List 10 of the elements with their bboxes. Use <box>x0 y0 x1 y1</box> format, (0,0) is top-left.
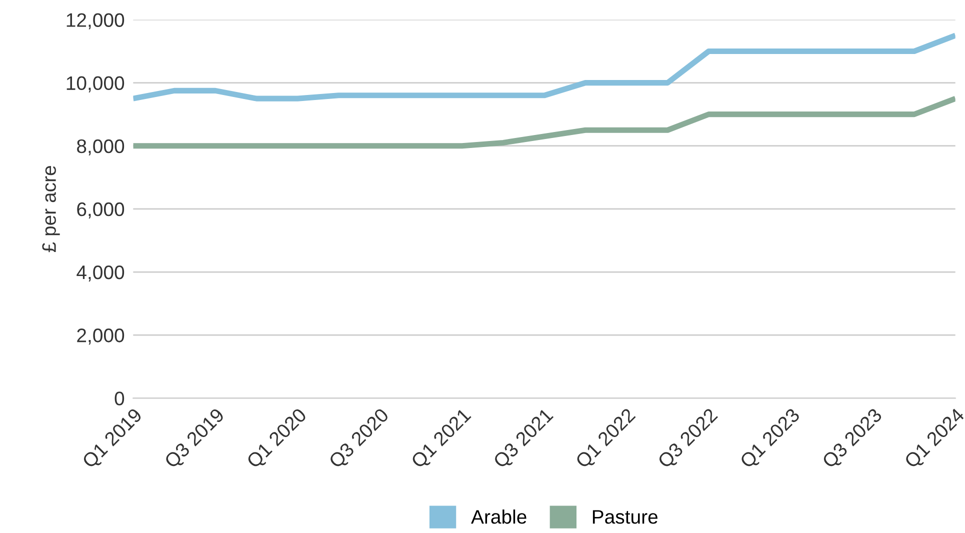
y-tick-label: 8,000 <box>77 139 124 156</box>
y-tick-label: 2,000 <box>77 328 124 345</box>
y-tick-label: 10,000 <box>66 76 124 92</box>
y-tick-label: 0 <box>114 392 124 406</box>
legend-label: Pasture <box>592 510 658 524</box>
y-axis-title: £ per acre <box>42 166 60 252</box>
legend-label: Arable <box>471 509 526 524</box>
y-tick-label: 12,000 <box>66 13 124 30</box>
y-tick-label: 4,000 <box>76 265 124 282</box>
y-tick-label: 6,000 <box>77 202 124 218</box>
